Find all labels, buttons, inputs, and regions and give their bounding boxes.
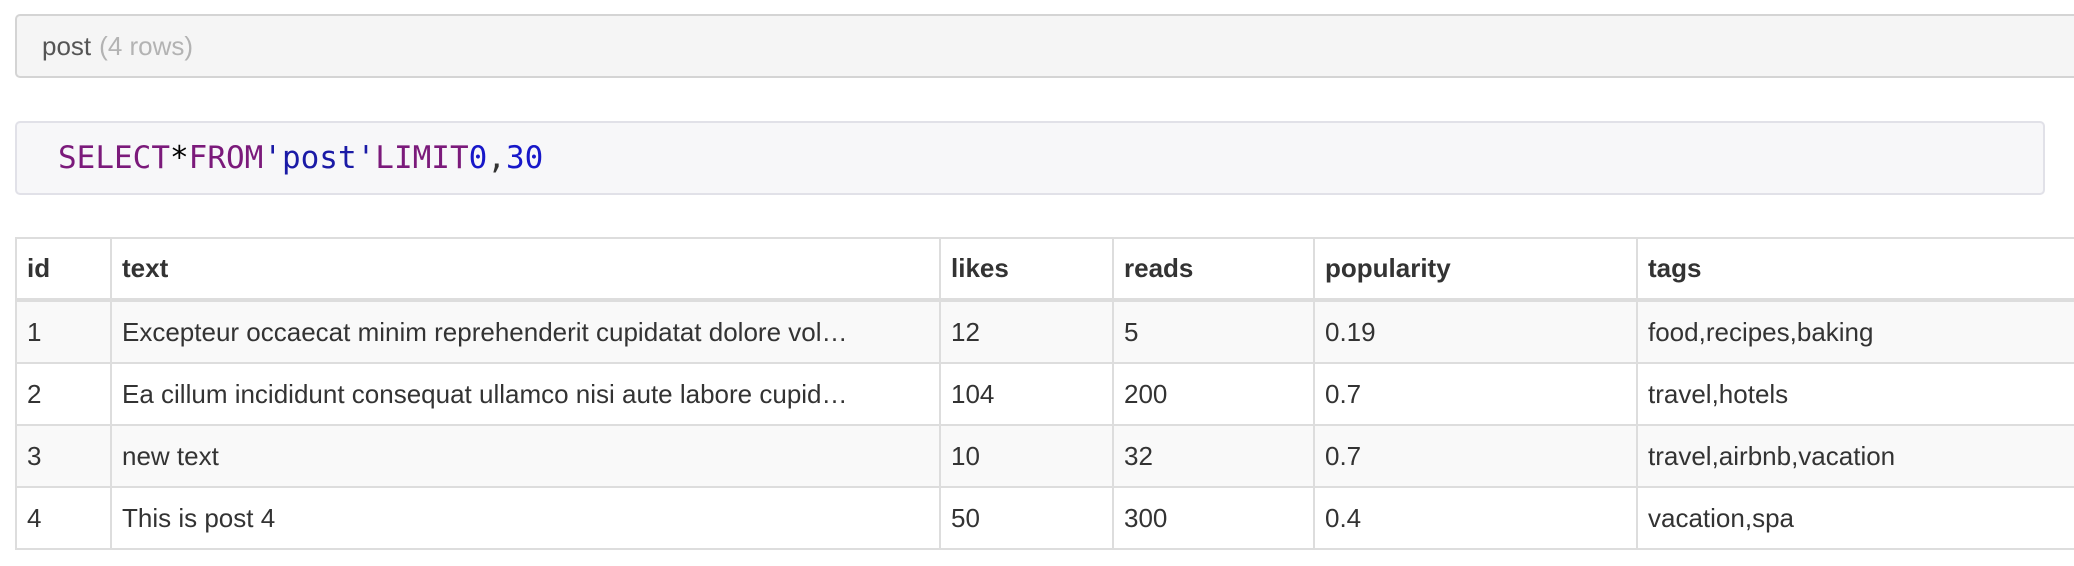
sql-query: SELECT * FROM 'post' LIMIT 0, 30	[15, 121, 2045, 195]
column-header-id[interactable]: id	[15, 237, 112, 302]
cell-id: 1	[15, 299, 112, 364]
cell-likes: 104	[939, 362, 1114, 426]
cell-reads: 200	[1112, 362, 1315, 426]
column-header-likes[interactable]: likes	[939, 237, 1114, 302]
header-row: id text likes reads popularity tags	[15, 237, 2074, 302]
table-name-header: post (4 rows)	[15, 14, 2074, 78]
cell-id: 3	[15, 424, 112, 488]
cell-id: 2	[15, 362, 112, 426]
cell-text: Excepteur occaecat minim reprehenderit c…	[110, 299, 941, 364]
row-count: (4 rows)	[99, 30, 194, 61]
cell-popularity: 0.7	[1313, 424, 1638, 488]
table-row: 3 new text 10 32 0.7 travel,airbnb,vacat…	[15, 424, 2074, 488]
cell-id: 4	[15, 486, 112, 550]
cell-tags: food,recipes,baking	[1636, 299, 2074, 364]
table-row: 4 This is post 4 50 300 0.4 vacation,spa	[15, 486, 2074, 550]
column-header-text[interactable]: text	[110, 237, 941, 302]
table-row: 2 Ea cillum incididunt consequat ullamco…	[15, 362, 2074, 426]
sql-offset: 0	[468, 140, 488, 176]
sql-table-literal: 'post'	[263, 140, 376, 176]
column-header-tags[interactable]: tags	[1636, 237, 2074, 302]
sql-keyword-limit: LIMIT	[375, 140, 469, 176]
sql-keyword-from: FROM	[188, 140, 264, 176]
results-table: id text likes reads popularity tags 1 Ex…	[15, 237, 2074, 550]
sql-keyword-select: SELECT	[58, 140, 170, 176]
table-name: post	[42, 30, 92, 61]
column-header-reads[interactable]: reads	[1112, 237, 1315, 302]
cell-text: new text	[110, 424, 941, 488]
cell-likes: 10	[939, 424, 1114, 488]
cell-text: This is post 4	[110, 486, 941, 550]
cell-reads: 5	[1112, 299, 1315, 364]
cell-tags: travel,airbnb,vacation	[1636, 424, 2074, 488]
cell-reads: 300	[1112, 486, 1315, 550]
cell-text: Ea cillum incididunt consequat ullamco n…	[110, 362, 941, 426]
column-header-popularity[interactable]: popularity	[1313, 237, 1638, 302]
cell-tags: vacation,spa	[1636, 486, 2074, 550]
cell-popularity: 0.7	[1313, 362, 1638, 426]
cell-likes: 50	[939, 486, 1114, 550]
table-row: 1 Excepteur occaecat minim reprehenderit…	[15, 299, 2074, 364]
cell-reads: 32	[1112, 424, 1315, 488]
sql-star: *	[169, 140, 189, 176]
cell-popularity: 0.4	[1313, 486, 1638, 550]
cell-likes: 12	[939, 299, 1114, 364]
cell-popularity: 0.19	[1313, 299, 1638, 364]
sql-limit: 30	[505, 140, 544, 176]
sql-comma: ,	[487, 140, 506, 176]
cell-tags: travel,hotels	[1636, 362, 2074, 426]
